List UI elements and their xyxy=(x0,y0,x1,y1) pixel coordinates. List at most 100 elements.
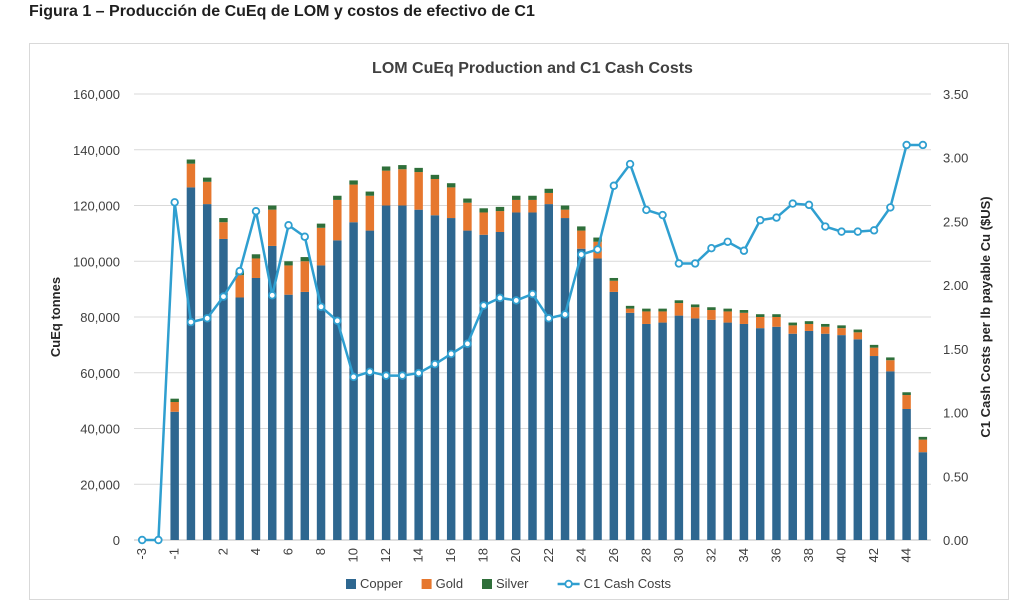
x-tick-label: 6 xyxy=(281,548,296,555)
bar-silver xyxy=(349,180,358,185)
y2-tick-label: 2.00 xyxy=(943,278,968,293)
bar-copper xyxy=(902,408,911,540)
bar-gold xyxy=(268,209,277,246)
x-tick-label: 8 xyxy=(313,548,328,555)
c1-cash-cost-point xyxy=(479,301,488,310)
c1-cash-cost-point xyxy=(495,293,505,303)
x-tick-label: 2 xyxy=(215,548,230,555)
bar-gold xyxy=(365,195,375,231)
bar-silver xyxy=(755,314,765,317)
c1-cash-cost-point xyxy=(886,203,895,212)
bar-gold xyxy=(902,395,911,409)
y-tick-label: 160,000 xyxy=(73,87,120,102)
c1-cash-cost-point xyxy=(560,310,570,319)
bar-silver xyxy=(528,195,537,200)
bar-gold xyxy=(918,439,928,453)
bar-gold xyxy=(577,230,586,249)
c1-cash-cost-point xyxy=(642,205,651,215)
bar-copper xyxy=(284,294,293,540)
x-tick-label: 44 xyxy=(899,548,914,562)
bar-copper xyxy=(886,371,895,540)
bar-gold xyxy=(186,163,196,188)
c1-cash-cost-point xyxy=(137,535,147,545)
bar-gold xyxy=(755,317,765,329)
legend-label: C1 Cash Costs xyxy=(584,576,672,591)
c1-cash-cost-point xyxy=(219,292,228,301)
bar-copper xyxy=(755,328,765,540)
legend-label: Silver xyxy=(496,576,529,591)
y2-tick-label: 0.50 xyxy=(943,469,968,484)
bar-silver xyxy=(821,323,830,327)
y-tick-label: 40,000 xyxy=(80,422,120,437)
c1-cash-cost-point xyxy=(235,266,244,276)
c1-cash-cost-point xyxy=(316,302,326,312)
bar-silver xyxy=(853,329,863,333)
c1-cash-cost-point xyxy=(333,316,342,326)
bar-copper xyxy=(186,187,196,540)
y-tick-label: 100,000 xyxy=(73,254,120,269)
bar-copper xyxy=(528,212,537,540)
bar-silver xyxy=(690,304,700,308)
c1-cash-cost-point xyxy=(853,227,863,236)
bar-silver xyxy=(642,308,651,312)
bar-copper xyxy=(479,234,488,541)
x-tick-label: 14 xyxy=(411,548,426,562)
bar-gold xyxy=(658,311,667,323)
bar-copper xyxy=(658,322,667,540)
bar-gold xyxy=(235,275,244,298)
bar-copper xyxy=(463,230,472,540)
bar-gold xyxy=(316,227,326,266)
bar-copper xyxy=(202,204,212,540)
bar-gold xyxy=(251,258,261,278)
bar-gold xyxy=(495,211,505,232)
bar-silver xyxy=(560,205,570,210)
bar-copper xyxy=(349,222,358,540)
x-tick-label: -1 xyxy=(167,548,182,560)
bar-gold xyxy=(723,311,732,323)
legend-label: Copper xyxy=(360,576,403,591)
x-tick-label: 12 xyxy=(378,548,393,562)
bar-copper xyxy=(853,339,863,540)
c1-cash-cost-point xyxy=(690,259,700,268)
bar-gold xyxy=(739,312,749,324)
bar-copper xyxy=(430,215,440,540)
chart-panel: LOM CuEq Production and C1 Cash Costs 0 20… xyxy=(29,43,1009,600)
y2-tick-label: 3.00 xyxy=(943,151,968,166)
x-tick-label: 38 xyxy=(801,548,816,562)
bar-gold xyxy=(821,326,830,334)
bar-copper xyxy=(772,326,781,540)
bar-copper xyxy=(170,411,179,540)
bar-copper xyxy=(593,258,602,540)
x-tick-label: 36 xyxy=(768,548,783,562)
c1-cash-cost-point xyxy=(869,226,879,235)
x-tick-label: 20 xyxy=(508,548,523,562)
bar-gold xyxy=(414,172,423,210)
bar-gold xyxy=(398,169,407,206)
bar-copper xyxy=(365,230,375,540)
bar-silver xyxy=(772,314,781,317)
bar-silver xyxy=(593,237,602,242)
bar-copper xyxy=(219,238,228,540)
x-tick-label: 10 xyxy=(346,548,361,562)
bar-gold xyxy=(804,323,814,331)
c1-cash-cost-point xyxy=(723,237,732,247)
y-tick-label: 140,000 xyxy=(73,143,120,158)
bar-gold xyxy=(284,265,293,295)
bar-copper xyxy=(918,452,928,540)
bar-copper xyxy=(446,218,456,540)
bar-gold xyxy=(772,317,781,327)
bar-silver xyxy=(170,398,179,403)
c1-cash-cost-point xyxy=(707,243,716,253)
bar-gold xyxy=(544,192,553,205)
c1-cash-cost-point xyxy=(739,246,749,255)
bar-silver xyxy=(300,257,310,262)
c1-cash-cost-point xyxy=(251,207,261,216)
x-tick-label: 4 xyxy=(248,548,263,555)
bar-silver xyxy=(398,165,407,170)
bar-copper xyxy=(512,212,521,540)
c1-cash-cost-point xyxy=(788,199,797,208)
bar-silver xyxy=(512,195,521,200)
bar-silver xyxy=(268,205,277,210)
bar-silver xyxy=(918,436,928,440)
y-tick-label: 60,000 xyxy=(80,366,120,381)
